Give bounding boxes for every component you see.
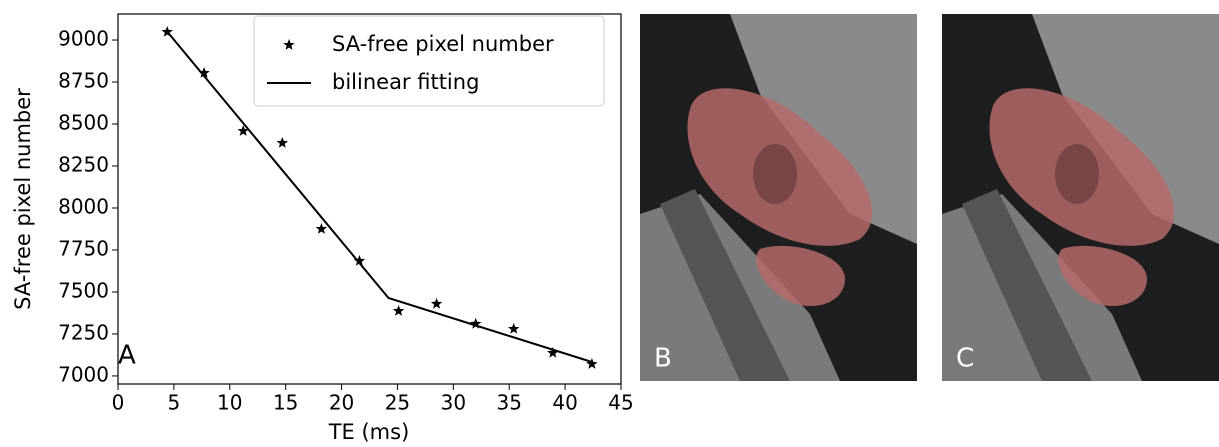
x-tick-label: 30 xyxy=(441,391,466,415)
legend-label: bilinear fitting xyxy=(332,70,479,94)
y-tick-label: 7750 xyxy=(58,236,109,260)
mri-image xyxy=(640,14,917,381)
y-tick-label: 9000 xyxy=(58,27,109,51)
y-tick-label: 8750 xyxy=(58,69,109,93)
x-tick-label: 5 xyxy=(168,391,181,415)
x-tick-label: 10 xyxy=(217,391,242,415)
data-point xyxy=(316,223,327,234)
y-tick-label: 7500 xyxy=(58,278,109,302)
figure: A TE (ms) SA-free pixel number 0 5 10 15 20 2… xyxy=(0,0,1219,447)
legend-label: SA-free pixel number xyxy=(332,32,554,56)
mri-image xyxy=(942,14,1219,381)
data-point xyxy=(431,298,442,309)
data-point xyxy=(277,137,288,148)
x-tick-label: 40 xyxy=(552,391,577,415)
y-tick-label: 8500 xyxy=(58,111,109,135)
x-tick-label: 0 xyxy=(112,391,125,415)
data-point xyxy=(586,358,597,369)
panel-label: C xyxy=(956,344,974,374)
panel-label: B xyxy=(654,344,672,374)
y-tick-label: 8250 xyxy=(58,152,109,176)
y-tick-label: 7250 xyxy=(58,320,109,344)
hilum xyxy=(753,144,797,204)
data-point xyxy=(393,305,404,316)
y-tick-label: 7000 xyxy=(58,362,109,386)
x-tick-label: 25 xyxy=(385,391,410,415)
y-tick-label: 8000 xyxy=(58,194,109,218)
y-axis-label: SA-free pixel number xyxy=(11,88,35,310)
x-tick-label: 45 xyxy=(608,391,633,415)
x-axis-label: TE (ms) xyxy=(328,420,410,444)
hilum xyxy=(1055,144,1099,204)
panel-label: A xyxy=(118,341,136,371)
data-point xyxy=(508,323,519,334)
x-tick-label: 35 xyxy=(496,391,521,415)
x-tick-label: 20 xyxy=(329,391,354,415)
x-tick-label: 15 xyxy=(273,391,298,415)
